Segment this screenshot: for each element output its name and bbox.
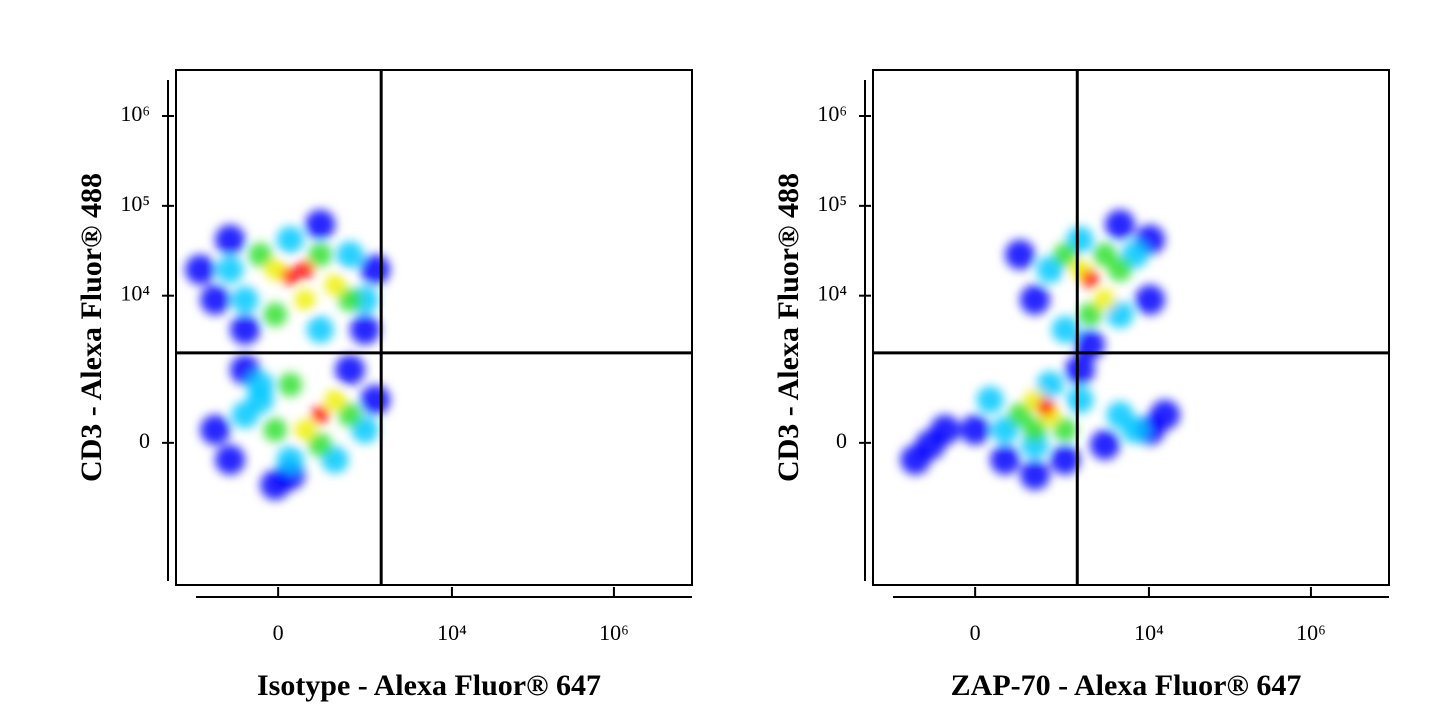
point xyxy=(260,469,291,500)
point xyxy=(276,226,304,254)
point xyxy=(1106,301,1134,329)
point xyxy=(216,256,244,284)
point xyxy=(335,354,366,385)
point xyxy=(1053,242,1078,267)
point xyxy=(185,254,216,285)
x-tick-label: 0 xyxy=(970,620,981,645)
point xyxy=(350,314,381,345)
point xyxy=(1036,397,1055,416)
point xyxy=(1104,209,1135,240)
point xyxy=(1134,284,1165,315)
point xyxy=(1050,444,1081,475)
point xyxy=(294,289,316,311)
plot: 0 10⁴ 10⁶ 0 10⁴ 10⁵ 10⁶ ZAP-70 - Alexa Fluor® 6… xyxy=(772,69,1390,702)
point xyxy=(1081,270,1100,289)
point xyxy=(1106,401,1134,429)
x-tick-label: 10⁶ xyxy=(1296,620,1326,645)
y-tick-label: 10⁶ xyxy=(120,101,150,126)
y-tick-label: 0 xyxy=(836,428,847,453)
point xyxy=(1066,386,1094,414)
y-tick-label: 10⁵ xyxy=(817,191,847,216)
point xyxy=(248,242,273,267)
point xyxy=(296,260,315,279)
point xyxy=(1019,284,1050,315)
y-tick-label: 10⁴ xyxy=(817,281,847,306)
point xyxy=(311,405,330,424)
point xyxy=(294,419,316,441)
point xyxy=(1150,399,1181,430)
x-tick-label: 10⁶ xyxy=(599,620,629,645)
points xyxy=(900,209,1181,491)
point xyxy=(263,302,288,327)
point xyxy=(1036,371,1064,399)
point xyxy=(1065,354,1096,385)
point xyxy=(200,284,231,315)
point xyxy=(306,316,334,344)
point xyxy=(263,417,288,442)
x-tick-label: 10⁴ xyxy=(1134,620,1164,645)
point xyxy=(1022,417,1047,442)
y-tick-label: 0 xyxy=(139,428,150,453)
y-axis-title: CD3 - Alexa Fluor® 488 xyxy=(75,173,108,482)
point xyxy=(281,267,300,286)
point xyxy=(324,274,346,296)
point xyxy=(360,254,391,285)
point xyxy=(305,209,336,240)
point xyxy=(200,414,231,445)
point xyxy=(338,287,363,312)
point xyxy=(231,286,259,314)
point xyxy=(338,402,363,427)
plot: 0 10⁴ 10⁶ 0 10⁴ 10⁵ 10⁶ Isotype - Alexa Fluor® … xyxy=(75,69,693,702)
point xyxy=(215,444,246,475)
point xyxy=(1094,289,1116,311)
x-axis-title: Isotype - Alexa Fluor® 647 xyxy=(257,669,601,702)
point xyxy=(1008,402,1032,427)
x-tick-label: 10⁴ xyxy=(437,620,467,645)
point xyxy=(960,414,991,445)
point xyxy=(308,242,333,267)
point xyxy=(230,314,261,345)
y-tick-label: 10⁴ xyxy=(120,281,150,306)
point xyxy=(1053,417,1078,442)
y-tick-label: 10⁵ xyxy=(120,191,150,216)
point xyxy=(215,224,246,255)
point xyxy=(1078,302,1103,327)
point xyxy=(324,389,346,411)
x-tick-label: 0 xyxy=(273,620,284,645)
point xyxy=(1092,242,1117,267)
point xyxy=(336,241,364,269)
point xyxy=(1107,257,1132,282)
point xyxy=(976,386,1004,414)
point xyxy=(278,372,303,397)
plot-frame xyxy=(872,69,1390,586)
point xyxy=(1051,316,1079,344)
point xyxy=(246,371,274,399)
points xyxy=(185,209,391,500)
point xyxy=(1089,429,1120,460)
point xyxy=(1075,329,1106,360)
plot-frame xyxy=(175,69,693,586)
point xyxy=(276,446,304,474)
point xyxy=(990,444,1021,475)
point xyxy=(1019,460,1050,491)
point xyxy=(1005,239,1035,270)
point xyxy=(264,259,286,281)
point xyxy=(900,444,931,475)
x-axis-title: ZAP-70 - Alexa Fluor® 647 xyxy=(951,669,1302,702)
y-tick-label: 10⁶ xyxy=(817,101,847,126)
y-axis-title: CD3 - Alexa Fluor® 488 xyxy=(772,173,805,482)
point xyxy=(360,384,391,415)
point xyxy=(308,432,333,457)
